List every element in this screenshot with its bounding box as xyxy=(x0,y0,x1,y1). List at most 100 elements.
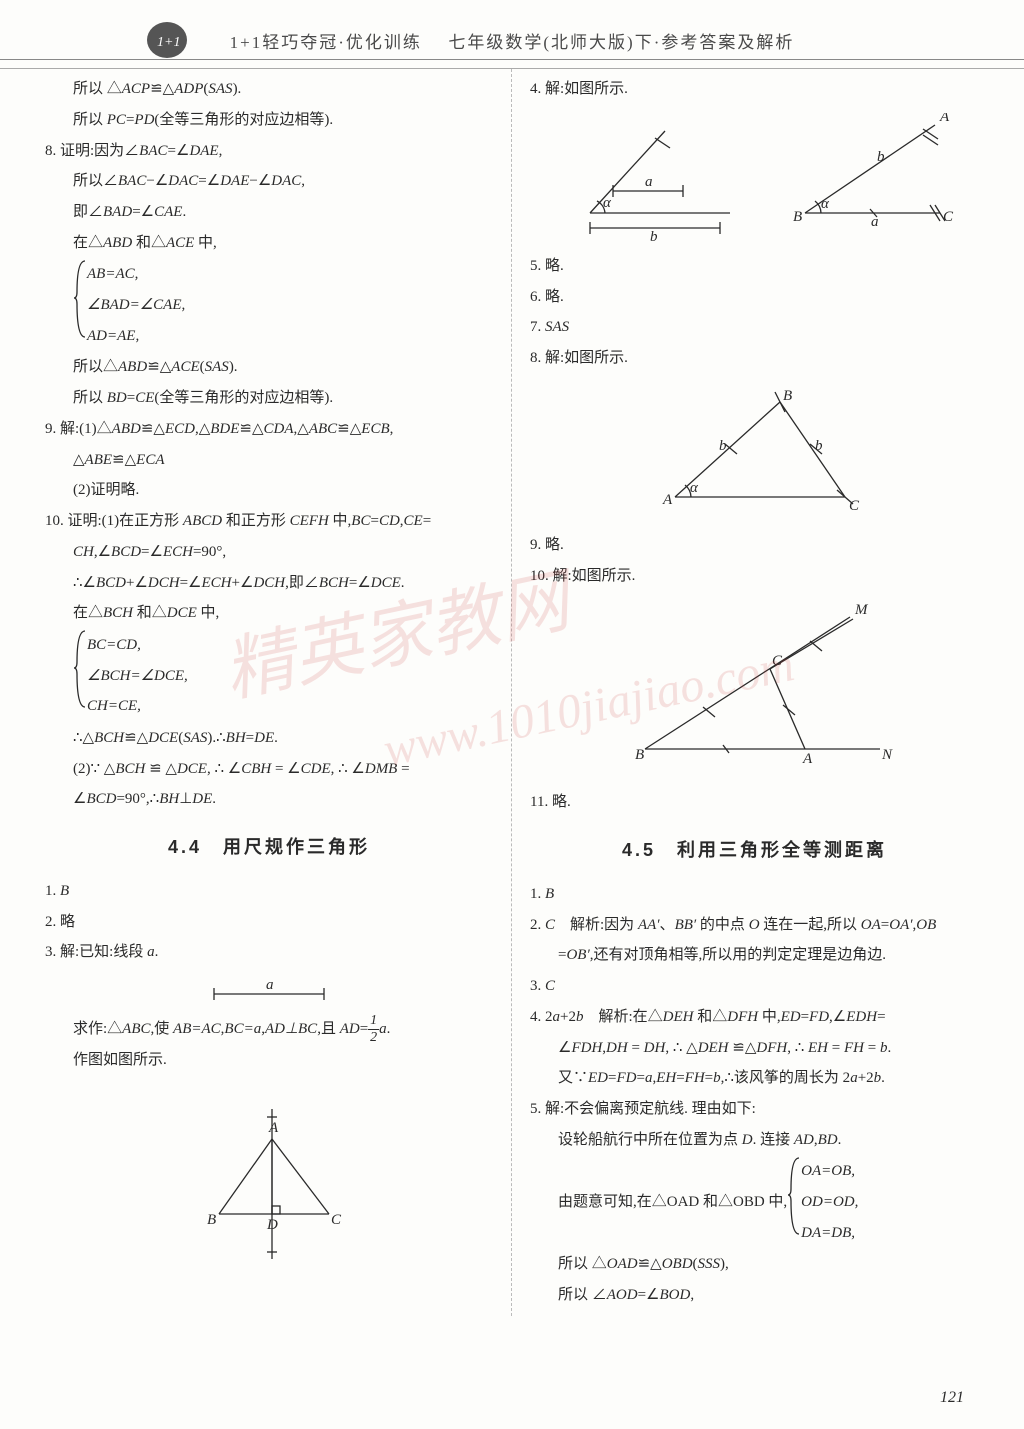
text-line: CH,∠BCD=∠ECH=90°, xyxy=(45,537,493,568)
text-line: (2)证明略. xyxy=(45,475,493,506)
page-body: 所以 △ACP≌△ADP(SAS).所以 PC=PD(全等三角形的对应边相等).… xyxy=(0,69,1024,1316)
text-line: 7. SAS xyxy=(530,312,979,343)
brace-item: ∠BAD=∠CAE, xyxy=(87,290,185,321)
text-line: 10. 证明:(1)在正方形 ABCD 和正方形 CEFH 中,BC=CD,CE… xyxy=(45,506,493,537)
svg-text:a: a xyxy=(871,214,879,230)
text-line: 2. C 解析:因为 AA′、BB′ 的中点 O 连在一起,所以 OA=OA′,… xyxy=(530,910,979,941)
brace-item: ∠BCH=∠DCE, xyxy=(87,661,188,692)
text-line: 作图如图所示. xyxy=(45,1045,493,1076)
svg-text:M: M xyxy=(854,602,869,618)
svg-text:b: b xyxy=(650,229,658,243)
svg-text:1+1: 1+1 xyxy=(157,35,180,50)
text-line: 5. 略. xyxy=(530,251,979,282)
svg-text:a: a xyxy=(266,977,274,993)
text-line: 所以 △OAD≌△OBD(SSS), xyxy=(530,1249,979,1280)
left-column: 所以 △ACP≌△ADP(SAS).所以 PC=PD(全等三角形的对应边相等).… xyxy=(35,69,512,1316)
text-line: 设轮船航行中所在位置为点 D. 连接 AD,BD. xyxy=(530,1125,979,1156)
text-line: 5. 解:不会偏离预定航线. 理由如下: xyxy=(530,1094,979,1125)
text-line: 8. 解:如图所示. xyxy=(530,343,979,374)
brace-item: AB=AC, xyxy=(87,259,185,290)
text-line: 4. 解:如图所示. xyxy=(530,74,979,105)
text-line: 11. 略. xyxy=(530,787,979,818)
header-title-left: 1+1轻巧夺冠·优化训练 xyxy=(230,33,422,52)
figure-segment_a: a xyxy=(45,976,493,1006)
text-line: 6. 略. xyxy=(530,282,979,313)
brace-prefix: 由题意可知,在△OAD 和△OBD 中, xyxy=(558,1187,787,1218)
brace-bracket-icon xyxy=(73,259,87,353)
brand-logo: 1+1 xyxy=(145,18,193,65)
svg-text:D: D xyxy=(266,1217,278,1233)
svg-text:C: C xyxy=(331,1212,342,1228)
svg-text:N: N xyxy=(881,747,893,763)
svg-text:b: b xyxy=(719,438,727,454)
text-line: 10. 解:如图所示. xyxy=(530,561,979,592)
text-line: 所以∠BAC−∠DAC=∠DAE−∠DAC, xyxy=(45,166,493,197)
right-text-block-2: 1. B2. C 解析:因为 AA′、BB′ 的中点 O 连在一起,所以 OA=… xyxy=(530,879,979,1311)
brace-items: BC=CD,∠BCH=∠DCE,CH=CE, xyxy=(87,630,188,722)
brace-items: OA=OB,OD=OD,DA=DB, xyxy=(801,1156,858,1248)
text-line: 1. B xyxy=(530,879,979,910)
page-number: 121 xyxy=(940,1389,964,1407)
svg-text:C: C xyxy=(849,498,860,514)
text-line: △ABE≌△ECA xyxy=(45,445,493,476)
svg-text:A: A xyxy=(662,492,673,508)
text-line: ∴△BCH≌△DCE(SAS).∴BH=DE. xyxy=(45,723,493,754)
text-line: 3. C xyxy=(530,971,979,1002)
right-column: 4. 解:如图所示. α a b α A B C b a xyxy=(512,69,989,1316)
text-line: 在△BCH 和△DCE 中, xyxy=(45,598,493,629)
svg-text:A: A xyxy=(939,113,950,125)
figure-fig_4_two: α a b α A B C b a xyxy=(530,113,979,243)
text-line: 9. 解:(1)△ABD≌△ECD,△BDE≌△CDA,△ABC≌△ECB, xyxy=(45,414,493,445)
svg-text:A: A xyxy=(802,751,813,767)
text-line: 2. 略 xyxy=(45,907,493,938)
svg-text:A: A xyxy=(268,1120,279,1136)
text-line: 所以 BD=CE(全等三角形的对应边相等). xyxy=(45,383,493,414)
brace-group-right: 由题意可知,在△OAD 和△OBD 中, OA=OB,OD=OD,DA=DB, xyxy=(530,1156,979,1250)
brace-item: BC=CD, xyxy=(87,630,188,661)
svg-text:b: b xyxy=(877,149,885,165)
left-text-block: 所以 △ACP≌△ADP(SAS).所以 PC=PD(全等三角形的对应边相等).… xyxy=(45,74,493,815)
svg-text:α: α xyxy=(821,196,830,212)
figure-triangle_bdc: A B D C xyxy=(45,1084,493,1264)
figure-fig_10_triangle: M C B A N xyxy=(530,599,979,779)
brace-item: OA=OB, xyxy=(801,1156,858,1187)
text-line: 即∠BAD=∠CAE. xyxy=(45,197,493,228)
figure-fig_8_triangle: α B A C b b xyxy=(530,382,979,522)
text-line: 3. 解:已知:线段 a. xyxy=(45,937,493,968)
svg-text:C: C xyxy=(943,209,954,225)
text-line: =OB′,还有对顶角相等,所以用的判定定理是边角边. xyxy=(530,940,979,971)
text-line: 9. 略. xyxy=(530,530,979,561)
left-text-block-2: 1. B2. 略3. 解:已知:线段 a. a 求作:△ABC,使 AB=AC,… xyxy=(45,876,493,1264)
text-line: 所以 ∠AOD=∠BOD, xyxy=(530,1280,979,1311)
brace-bracket-icon xyxy=(73,629,87,723)
brace-item: DA=DB, xyxy=(801,1218,858,1249)
header-title-right: 七年级数学(北师大版)下·参考答案及解析 xyxy=(448,33,794,52)
text-line: ∠BCD=90°,∴BH⊥DE. xyxy=(45,784,493,815)
text-line: 求作:△ABC,使 AB=AC,BC=a,AD⊥BC,且 AD=12a. xyxy=(45,1014,493,1045)
text-line: 4. 2a+2b 解析:在△DEH 和△DFH 中,ED=FD,∠EDH= xyxy=(530,1002,979,1033)
brace-item: CH=CE, xyxy=(87,691,188,722)
text-line: 所以△ABD≌△ACE(SAS). xyxy=(45,352,493,383)
svg-text:B: B xyxy=(207,1212,216,1228)
brace-group: BC=CD,∠BCH=∠DCE,CH=CE, xyxy=(45,629,493,723)
text-line: 所以 PC=PD(全等三角形的对应边相等). xyxy=(45,105,493,136)
text-line: 又∵ED=FD=a,EH=FH=b,∴该风筝的周长为 2a+2b. xyxy=(530,1063,979,1094)
text-line: ∠FDH,DH = DH, ∴ △DEH ≌△DFH, ∴ EH = FH = … xyxy=(530,1033,979,1064)
svg-text:C: C xyxy=(772,653,783,669)
right-text-block: 4. 解:如图所示. α a b α A B C b a xyxy=(530,74,979,818)
svg-text:α: α xyxy=(603,195,612,211)
svg-text:α: α xyxy=(690,480,699,496)
text-line: 在△ABD 和△ACE 中, xyxy=(45,228,493,259)
svg-text:a: a xyxy=(645,174,653,190)
svg-text:B: B xyxy=(793,209,802,225)
brace-item: OD=OD, xyxy=(801,1187,858,1218)
brace-items: AB=AC,∠BAD=∠CAE,AD=AE, xyxy=(87,259,185,351)
svg-text:B: B xyxy=(783,388,792,404)
text-line: ∴∠BCD+∠DCH=∠ECH+∠DCH,即∠BCH=∠DCE. xyxy=(45,568,493,599)
section-title-4-5: 4.5 利用三角形全等测距离 xyxy=(530,832,979,869)
text-line: (2)∵ △BCH ≌ △DCE, ∴ ∠CBH = ∠CDE, ∴ ∠DMB … xyxy=(45,754,493,785)
brace-item: AD=AE, xyxy=(87,321,185,352)
svg-text:B: B xyxy=(635,747,644,763)
text-line: 8. 证明:因为∠BAC=∠DAE, xyxy=(45,136,493,167)
brace-bracket-icon xyxy=(787,1156,801,1250)
